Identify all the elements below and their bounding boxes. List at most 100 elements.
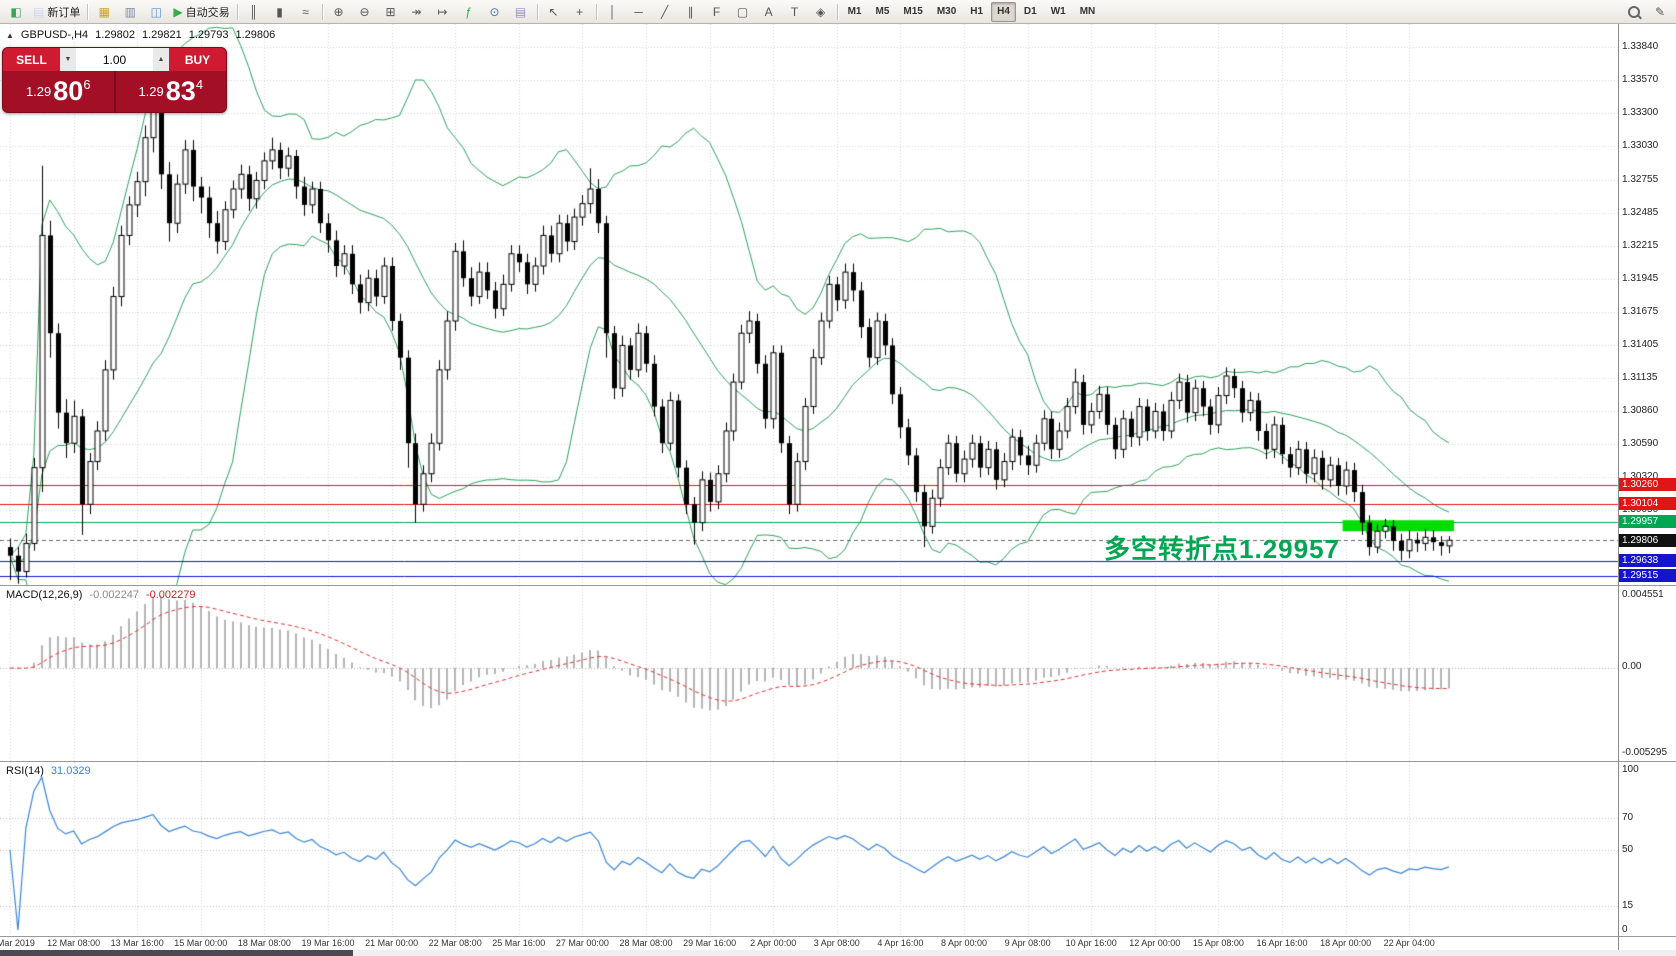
rsi-axis-label: 50 bbox=[1622, 844, 1634, 855]
macd-axis-label: 0.004551 bbox=[1622, 589, 1664, 600]
tile-windows-button[interactable]: ⊞ bbox=[378, 1, 404, 23]
rsi-value: 31.0329 bbox=[50, 765, 91, 777]
search-button[interactable] bbox=[1621, 1, 1647, 23]
sell-price-pips: 80 bbox=[53, 76, 84, 106]
date-axis-label: 8 Apr 00:00 bbox=[940, 938, 988, 948]
channel-button[interactable]: ∥ bbox=[678, 1, 704, 23]
toolbar-separator bbox=[236, 3, 238, 20]
app-button[interactable]: ◧ bbox=[3, 1, 29, 23]
timeframe-m15-button[interactable]: M15 bbox=[903, 5, 923, 17]
timeframe-m1-button[interactable]: M1 bbox=[847, 5, 862, 17]
panel-divider[interactable] bbox=[0, 761, 1676, 762]
volume-input[interactable] bbox=[76, 48, 153, 71]
charts-button[interactable]: ▦ bbox=[91, 1, 117, 23]
price-axis-label: 1.33570 bbox=[1622, 74, 1659, 85]
charts-icon: ▦ bbox=[98, 4, 111, 19]
autotrade-button-label: 自动交易 bbox=[185, 6, 230, 19]
shapes-button[interactable]: ▢ bbox=[730, 1, 756, 23]
date-axis-label: 3 Apr 08:00 bbox=[813, 938, 860, 948]
profiles-button[interactable]: ▥ bbox=[117, 1, 143, 23]
sell-price-display[interactable]: 1.29 80 6 bbox=[3, 71, 114, 112]
timeframe-mn-button[interactable]: MN bbox=[1079, 5, 1096, 17]
market-watch-button[interactable]: ◫ bbox=[143, 1, 169, 23]
line-chart-button[interactable]: ≈ bbox=[293, 1, 319, 23]
trendline-icon: ╱ bbox=[660, 4, 669, 19]
current-price-badge: 1.29806 bbox=[1619, 534, 1676, 547]
bar-high-value: 1.29821 bbox=[141, 29, 182, 41]
edit-button[interactable]: ✎ bbox=[1647, 1, 1673, 23]
new-order-button-label: 新订单 bbox=[47, 6, 81, 19]
text-icon: A bbox=[764, 4, 773, 19]
date-axis-label: 10 Apr 16:00 bbox=[1065, 938, 1117, 948]
buy-price-pips: 83 bbox=[165, 76, 196, 106]
trendline-button[interactable]: ╱ bbox=[652, 1, 678, 23]
label-icon: T bbox=[790, 4, 799, 19]
date-axis-label: 12 Mar 08:00 bbox=[47, 938, 101, 948]
shapes-icon: ▢ bbox=[736, 4, 749, 19]
rsi-panel-canvas[interactable] bbox=[0, 762, 1676, 936]
market-watch-icon: ◫ bbox=[150, 4, 163, 19]
macd-panel-canvas[interactable] bbox=[0, 586, 1676, 761]
volume-dropdown-button[interactable]: ▼ bbox=[60, 48, 76, 71]
horizontal-scrollbar[interactable] bbox=[0, 950, 1676, 956]
sell-button[interactable]: SELL bbox=[3, 48, 60, 71]
timeframe-h4-button[interactable]: H4 bbox=[991, 1, 1016, 22]
zoom-out-button[interactable]: ⊖ bbox=[352, 1, 378, 23]
date-axis-label: 16 Apr 16:00 bbox=[1256, 938, 1308, 948]
tile-windows-icon: ⊞ bbox=[385, 4, 396, 19]
bar-chart-button[interactable]: ║ bbox=[241, 1, 267, 23]
autotrade-button[interactable]: ▶ 自动交易 bbox=[169, 1, 233, 23]
chart-shift-button[interactable]: ↦ bbox=[430, 1, 456, 23]
vertical-line-button[interactable]: │ bbox=[600, 1, 626, 23]
timeframe-m30-button[interactable]: M30 bbox=[936, 5, 957, 17]
price-axis-label: 1.31135 bbox=[1622, 372, 1658, 383]
text-button[interactable]: A bbox=[756, 1, 782, 23]
date-axis-label: 27 Mar 00:00 bbox=[555, 938, 609, 948]
timeframe-m5-button[interactable]: M5 bbox=[875, 5, 890, 17]
new-order-icon: ▤ bbox=[33, 4, 45, 19]
timeframe-d1-button[interactable]: D1 bbox=[1023, 5, 1037, 17]
zoom-in-icon: ⊕ bbox=[333, 4, 344, 19]
price-level-badge: 1.29638 bbox=[1619, 554, 1676, 567]
main-chart-canvas[interactable] bbox=[0, 24, 1676, 585]
date-axis-label: 12 Apr 00:00 bbox=[1129, 938, 1181, 948]
new-order-button[interactable]: ▤ 新订单 bbox=[29, 1, 84, 23]
fibonacci-icon: F bbox=[712, 4, 721, 19]
horizontal-line-button[interactable]: ─ bbox=[626, 1, 652, 23]
macd-axis-label: 0.00 bbox=[1622, 661, 1642, 672]
auto-scroll-button[interactable]: ↠ bbox=[404, 1, 430, 23]
chart-shift-icon: ↦ bbox=[437, 4, 448, 19]
price-level-badge: 1.29515 bbox=[1619, 569, 1676, 582]
label-button[interactable]: T bbox=[782, 1, 808, 23]
collapse-subwindow-icon[interactable]: ▲ bbox=[6, 30, 14, 40]
fibonacci-button[interactable]: F bbox=[704, 1, 730, 23]
indicators-button[interactable]: ƒ bbox=[456, 1, 482, 23]
horizontal-scrollbar-thumb[interactable] bbox=[0, 950, 353, 956]
buy-price-display[interactable]: 1.29 83 4 bbox=[115, 71, 226, 112]
price-axis-label: 1.33030 bbox=[1622, 140, 1659, 151]
buy-price-figure: 1.29 bbox=[138, 84, 164, 99]
macd-name: MACD(12,26,9) bbox=[6, 589, 83, 601]
templates-button[interactable]: ▤ bbox=[508, 1, 534, 23]
periods-icon: ⊙ bbox=[489, 4, 500, 19]
panel-divider[interactable] bbox=[0, 585, 1676, 586]
main-toolbar: ◧ ▤ 新订单 ▦ ▥ ◫ ▶ 自动交易 ║ ▮ ≈ ⊕ ⊖ ⊞ ↠ ↦ ƒ ⊙ ▤ ↖ + │ ─ ╱ ∥ F ▢ A T ◈ M1 M5 M… bbox=[0, 0, 1676, 24]
price-level-badge: 1.29957 bbox=[1619, 515, 1676, 528]
timeframe-h1-button[interactable]: H1 bbox=[970, 5, 984, 17]
candlestick-chart-button[interactable]: ▮ bbox=[267, 1, 293, 23]
arrows-button[interactable]: ◈ bbox=[808, 1, 834, 23]
price-axis-label: 1.31945 bbox=[1622, 273, 1659, 284]
periods-button[interactable]: ⊙ bbox=[482, 1, 508, 23]
bar-open-value: 1.29802 bbox=[95, 29, 135, 41]
date-axis-label: 15 Mar 00:00 bbox=[174, 938, 228, 948]
macd-main-value: -0.002247 bbox=[89, 589, 139, 601]
horizontal-line-icon: ─ bbox=[634, 4, 643, 19]
timeframe-w1-button[interactable]: W1 bbox=[1050, 5, 1066, 17]
cursor-button[interactable]: ↖ bbox=[541, 1, 567, 23]
buy-button[interactable]: BUY bbox=[169, 48, 226, 71]
volume-increase-button[interactable]: ▲ bbox=[153, 48, 169, 71]
crosshair-button[interactable]: + bbox=[567, 1, 593, 23]
channel-icon: ∥ bbox=[687, 4, 694, 19]
zoom-in-button[interactable]: ⊕ bbox=[326, 1, 352, 23]
